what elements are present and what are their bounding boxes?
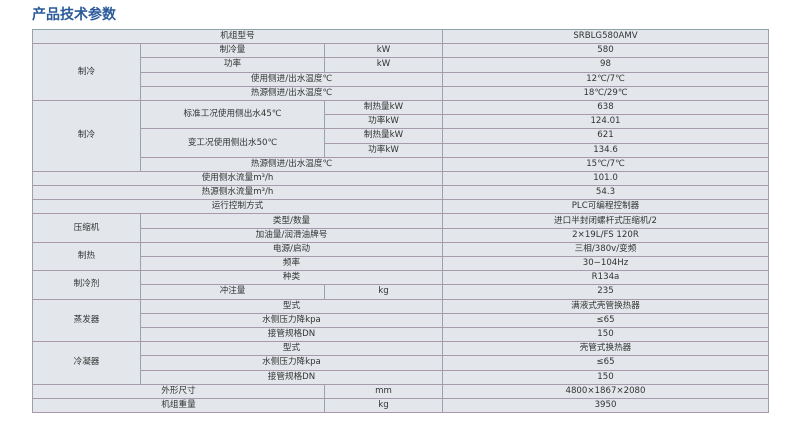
row-value: PLC可编程控制器 bbox=[442, 199, 769, 215]
row-value: 54.3 bbox=[442, 185, 769, 201]
table-row: 加油量/润滑油牌号 2×19L/FS 120R bbox=[33, 227, 769, 243]
table-row: 接管规格DN 150 bbox=[33, 369, 769, 385]
row-value: 4800×1867×2080 bbox=[442, 383, 769, 399]
row-unit: mm bbox=[324, 383, 443, 399]
row-unit: kg bbox=[324, 284, 443, 300]
table-row: 机组型号 SRBLG580AMV bbox=[32, 28, 769, 45]
row-value: 638 bbox=[442, 99, 769, 116]
row-label: 水侧压力降kpa bbox=[140, 312, 443, 328]
table-row: 水侧压力降kpa ≤65 bbox=[33, 355, 769, 371]
row-unit: 制热量kW bbox=[324, 99, 443, 116]
row-value: 2×19L/FS 120R bbox=[442, 227, 769, 243]
table-row: 冲注量 kg 235 bbox=[33, 284, 769, 300]
row-label: 接管规格DN bbox=[140, 369, 443, 385]
table-row: 制冷 制冷量 kW 580 bbox=[32, 43, 769, 101]
table-row: 机组重量 kg 3950 bbox=[32, 397, 769, 414]
table-row: 水侧压力降kpa ≤65 bbox=[33, 312, 769, 328]
row-label: 频率 bbox=[140, 255, 443, 272]
table-row: 使用侧进/出水温度℃ 12℃/7℃ bbox=[33, 71, 769, 87]
table-row: 功率kW 124.01 bbox=[33, 114, 769, 130]
row-label: 热源侧进/出水温度℃ bbox=[140, 85, 443, 101]
page-title: 产品技术参数 bbox=[32, 7, 116, 23]
group-label: 冷凝器 bbox=[32, 341, 141, 385]
table-row: 压缩机 类型/数量 进口半封闭螺杆式压缩机/2 bbox=[32, 213, 769, 243]
group-label: 制热 bbox=[32, 241, 141, 272]
table-row: 热源侧水流量m³/h 54.3 bbox=[32, 185, 769, 201]
table-row: 接管规格DN 150 bbox=[33, 326, 769, 343]
row-label: 功率 bbox=[140, 57, 325, 73]
row-label: 机组重量 bbox=[32, 397, 325, 414]
row-label: 热源侧进/出水温度℃ bbox=[140, 156, 443, 172]
row-label: 变工况使用侧出水50℃ bbox=[140, 128, 325, 158]
row-value: 15℃/7℃ bbox=[442, 156, 769, 172]
row-value: 101.0 bbox=[442, 170, 769, 187]
row-value: 三相/380v/变频 bbox=[442, 241, 769, 258]
row-value: R134a bbox=[442, 270, 769, 286]
group-label: 制冷剂 bbox=[32, 270, 141, 300]
row-value: 621 bbox=[442, 128, 769, 144]
row-value: SRBLG580AMV bbox=[442, 28, 769, 45]
table-row: 频率 30−104Hz bbox=[33, 255, 769, 272]
row-label: 冲注量 bbox=[140, 284, 325, 300]
table-row: 制冷剂 种类 R134a bbox=[32, 270, 769, 300]
table-row: 制冷 标准工况使用侧出水45℃ 制热量kW 638 bbox=[32, 99, 769, 172]
table-row: 功率 kW 98 bbox=[33, 57, 769, 73]
row-label: 接管规格DN bbox=[140, 326, 443, 343]
group-label: 蒸发器 bbox=[32, 298, 141, 343]
row-value: 进口半封闭螺杆式压缩机/2 bbox=[442, 213, 769, 229]
table-row: 热源侧进/出水温度℃ 15℃/7℃ bbox=[33, 156, 769, 172]
row-value: 98 bbox=[442, 57, 769, 73]
row-value: 12℃/7℃ bbox=[442, 71, 769, 87]
row-label: 型式 bbox=[140, 298, 443, 314]
group-label: 压缩机 bbox=[32, 213, 141, 243]
table-row: 冷凝器 型式 壳管式换热器 bbox=[32, 341, 769, 385]
row-label: 热源侧水流量m³/h bbox=[32, 185, 443, 201]
row-value: 壳管式换热器 bbox=[442, 341, 769, 357]
row-value: 134.6 bbox=[442, 142, 769, 158]
table-row: 热源侧进/出水温度℃ 18℃/29℃ bbox=[33, 85, 769, 101]
row-unit: 功率kW bbox=[324, 142, 443, 158]
row-label: 制冷量 bbox=[140, 43, 325, 59]
row-label: 使用侧水流量m³/h bbox=[32, 170, 443, 187]
group-label: 制冷 bbox=[32, 99, 141, 172]
row-value: 124.01 bbox=[442, 114, 769, 130]
row-value: 满液式壳管换热器 bbox=[442, 298, 769, 314]
row-label: 类型/数量 bbox=[140, 213, 443, 229]
row-value: 3950 bbox=[442, 397, 769, 414]
row-label: 机组型号 bbox=[32, 28, 443, 45]
row-label: 型式 bbox=[140, 341, 443, 357]
spec-table: 机组型号 SRBLG580AMV 制冷 制冷量 kW 580 功率 kW 98 使用侧进/出… bbox=[32, 28, 769, 414]
table-row: 运行控制方式 PLC可编程控制器 bbox=[32, 199, 769, 215]
row-label: 外形尺寸 bbox=[32, 383, 325, 399]
table-row: 外形尺寸 mm 4800×1867×2080 bbox=[32, 383, 769, 399]
table-row: 变工况使用侧出水50℃ 制热量kW 621 bbox=[33, 128, 769, 158]
row-value: 580 bbox=[442, 43, 769, 59]
group-label: 制冷 bbox=[32, 43, 141, 101]
row-unit: 功率kW bbox=[324, 114, 443, 130]
row-value: 150 bbox=[442, 369, 769, 385]
table-row: 蒸发器 型式 满液式壳管换热器 bbox=[32, 298, 769, 343]
row-value: 150 bbox=[442, 326, 769, 343]
row-unit: kW bbox=[324, 57, 443, 73]
table-row: 使用侧水流量m³/h 101.0 bbox=[32, 170, 769, 187]
row-label: 种类 bbox=[140, 270, 443, 286]
table-row: 制热 电源/启动 三相/380v/变频 bbox=[32, 241, 769, 272]
row-label: 电源/启动 bbox=[140, 241, 443, 258]
row-unit: 制热量kW bbox=[324, 128, 443, 144]
row-label: 运行控制方式 bbox=[32, 199, 443, 215]
row-unit: kg bbox=[324, 397, 443, 414]
row-unit: kW bbox=[324, 43, 443, 59]
row-label: 水侧压力降kpa bbox=[140, 355, 443, 371]
row-label: 加油量/润滑油牌号 bbox=[140, 227, 443, 243]
row-value: 30−104Hz bbox=[442, 255, 769, 272]
row-value: 235 bbox=[442, 284, 769, 300]
row-value: 18℃/29℃ bbox=[442, 85, 769, 101]
row-label: 标准工况使用侧出水45℃ bbox=[140, 99, 325, 130]
row-value: ≤65 bbox=[442, 312, 769, 328]
row-value: ≤65 bbox=[442, 355, 769, 371]
table-row: 功率kW 134.6 bbox=[33, 142, 769, 158]
row-label: 使用侧进/出水温度℃ bbox=[140, 71, 443, 87]
